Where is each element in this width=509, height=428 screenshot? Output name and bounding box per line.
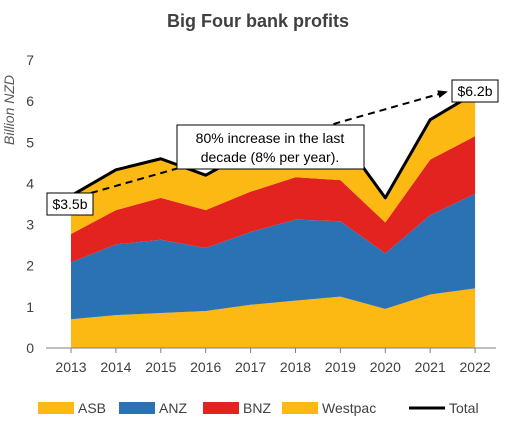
end-value-box xyxy=(451,79,499,103)
note-line-1: 80% increase in the last xyxy=(196,130,345,146)
legend-swatch-bnz xyxy=(203,402,239,414)
x-tick-label: 2014 xyxy=(100,359,131,375)
y-tick-label: 2 xyxy=(26,258,34,274)
y-tick-label: 6 xyxy=(26,93,34,109)
chart-title: Big Four bank profits xyxy=(167,11,349,31)
y-tick-label: 3 xyxy=(26,217,34,233)
start-value-box xyxy=(46,192,94,216)
x-tick-label: 2015 xyxy=(145,359,176,375)
y-tick-label: 7 xyxy=(26,52,34,68)
x-tick-label: 2019 xyxy=(325,359,356,375)
y-tick-label: 0 xyxy=(26,340,34,356)
y-axis-label: Billion NZD xyxy=(1,75,17,145)
x-tick-label: 2016 xyxy=(190,359,221,375)
end-value-label: $6.2b xyxy=(457,83,492,99)
legend-label-westpac: Westpac xyxy=(322,400,376,416)
legend: ASB ANZ BNZ Westpac Total xyxy=(38,400,479,416)
x-tick-label: 2017 xyxy=(235,359,266,375)
area-bnz xyxy=(71,136,476,263)
note-box xyxy=(176,124,365,170)
start-value-label: $3.5b xyxy=(52,196,87,212)
legend-label-total: Total xyxy=(449,400,479,416)
area-asb xyxy=(71,288,476,348)
y-tick-label: 4 xyxy=(26,175,34,191)
legend-swatch-anz xyxy=(119,402,155,414)
legend-label-bnz: BNZ xyxy=(243,400,271,416)
axes: 0 1 2 3 4 5 6 7 2013 2014 2015 2016 2017 2018 2019 2020… xyxy=(26,52,496,375)
legend-swatch-westpac xyxy=(282,402,318,414)
legend-label-anz: ANZ xyxy=(159,400,187,416)
note-line-2: decade (8% per year). xyxy=(201,149,340,165)
y-tick-label: 5 xyxy=(26,134,34,150)
x-tick-label: 2018 xyxy=(280,359,311,375)
x-tick-label: 2013 xyxy=(55,359,86,375)
x-tick-label: 2022 xyxy=(460,359,491,375)
area-anz xyxy=(71,193,476,320)
x-tick-label: 2021 xyxy=(415,359,446,375)
legend-label-asb: ASB xyxy=(78,400,106,416)
annotations: $3.5b $6.2b 80% increase in the last decade… xyxy=(46,79,499,216)
x-tick-label: 2020 xyxy=(370,359,401,375)
y-tick-label: 1 xyxy=(26,299,34,315)
legend-swatch-asb xyxy=(38,402,74,414)
